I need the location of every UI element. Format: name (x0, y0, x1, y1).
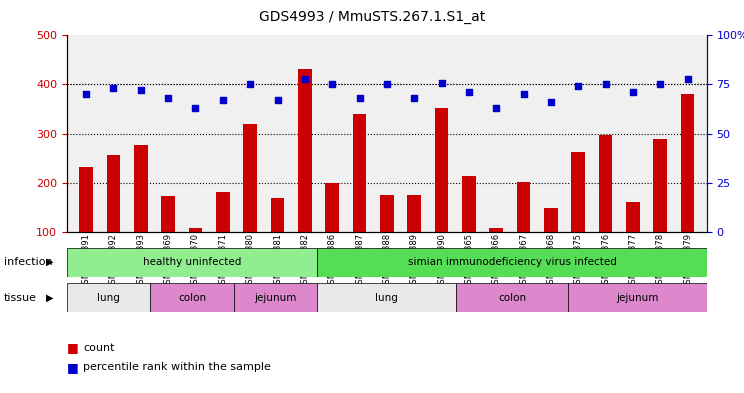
Text: jejunum: jejunum (616, 293, 658, 303)
Bar (380, 195, 394, 281)
Point (326, 81, 338, 88)
Point (463, 89, 475, 95)
Text: jejunum: jejunum (254, 293, 297, 303)
Text: ▶: ▶ (46, 292, 54, 303)
FancyBboxPatch shape (568, 283, 707, 312)
Bar (544, 208, 558, 281)
Text: lung: lung (97, 293, 120, 303)
Text: colon: colon (498, 293, 526, 303)
Text: lung: lung (376, 293, 398, 303)
Point (572, 83, 584, 90)
Point (600, 81, 612, 88)
Point (217, 97, 228, 103)
Bar (189, 228, 202, 281)
Bar (681, 94, 694, 281)
Bar (106, 155, 121, 281)
Text: healthy uninfected: healthy uninfected (143, 257, 241, 267)
Text: ■: ■ (67, 341, 79, 354)
Bar (462, 176, 475, 281)
Bar (653, 139, 667, 281)
Bar (243, 124, 257, 281)
Text: tissue: tissue (4, 292, 36, 303)
Point (490, 105, 502, 111)
FancyBboxPatch shape (318, 283, 456, 312)
Text: ■: ■ (67, 361, 79, 374)
Point (135, 87, 147, 94)
Bar (134, 145, 147, 281)
Point (162, 95, 174, 101)
FancyBboxPatch shape (150, 283, 234, 312)
FancyBboxPatch shape (67, 248, 318, 277)
Bar (161, 195, 175, 281)
Text: simian immunodeficiency virus infected: simian immunodeficiency virus infected (408, 257, 617, 267)
Point (627, 89, 639, 95)
Bar (517, 182, 530, 281)
Point (381, 81, 393, 88)
Text: colon: colon (178, 293, 206, 303)
Point (107, 85, 119, 92)
Text: infection: infection (4, 257, 52, 267)
Point (244, 81, 256, 88)
Point (80, 91, 92, 97)
Point (518, 91, 530, 97)
Bar (271, 198, 284, 281)
Text: ▶: ▶ (46, 257, 54, 267)
Bar (571, 152, 585, 281)
Bar (325, 183, 339, 281)
Point (408, 95, 420, 101)
FancyBboxPatch shape (67, 283, 150, 312)
Bar (216, 191, 230, 281)
Bar (434, 108, 449, 281)
Bar (408, 195, 421, 281)
Text: GDS4993 / MmuSTS.267.1.S1_at: GDS4993 / MmuSTS.267.1.S1_at (259, 10, 485, 24)
Point (272, 97, 283, 103)
Text: count: count (83, 343, 115, 353)
Point (545, 99, 557, 105)
Point (299, 75, 311, 82)
Bar (626, 202, 640, 281)
FancyBboxPatch shape (456, 283, 568, 312)
Bar (298, 69, 312, 281)
Bar (353, 114, 366, 281)
Point (353, 95, 365, 101)
Point (655, 81, 667, 88)
Bar (490, 228, 503, 281)
Bar (80, 167, 93, 281)
Point (436, 79, 448, 86)
FancyBboxPatch shape (234, 283, 318, 312)
Text: percentile rank within the sample: percentile rank within the sample (83, 362, 272, 373)
FancyBboxPatch shape (318, 248, 707, 277)
Point (682, 75, 693, 82)
Point (190, 105, 202, 111)
Bar (599, 134, 612, 281)
